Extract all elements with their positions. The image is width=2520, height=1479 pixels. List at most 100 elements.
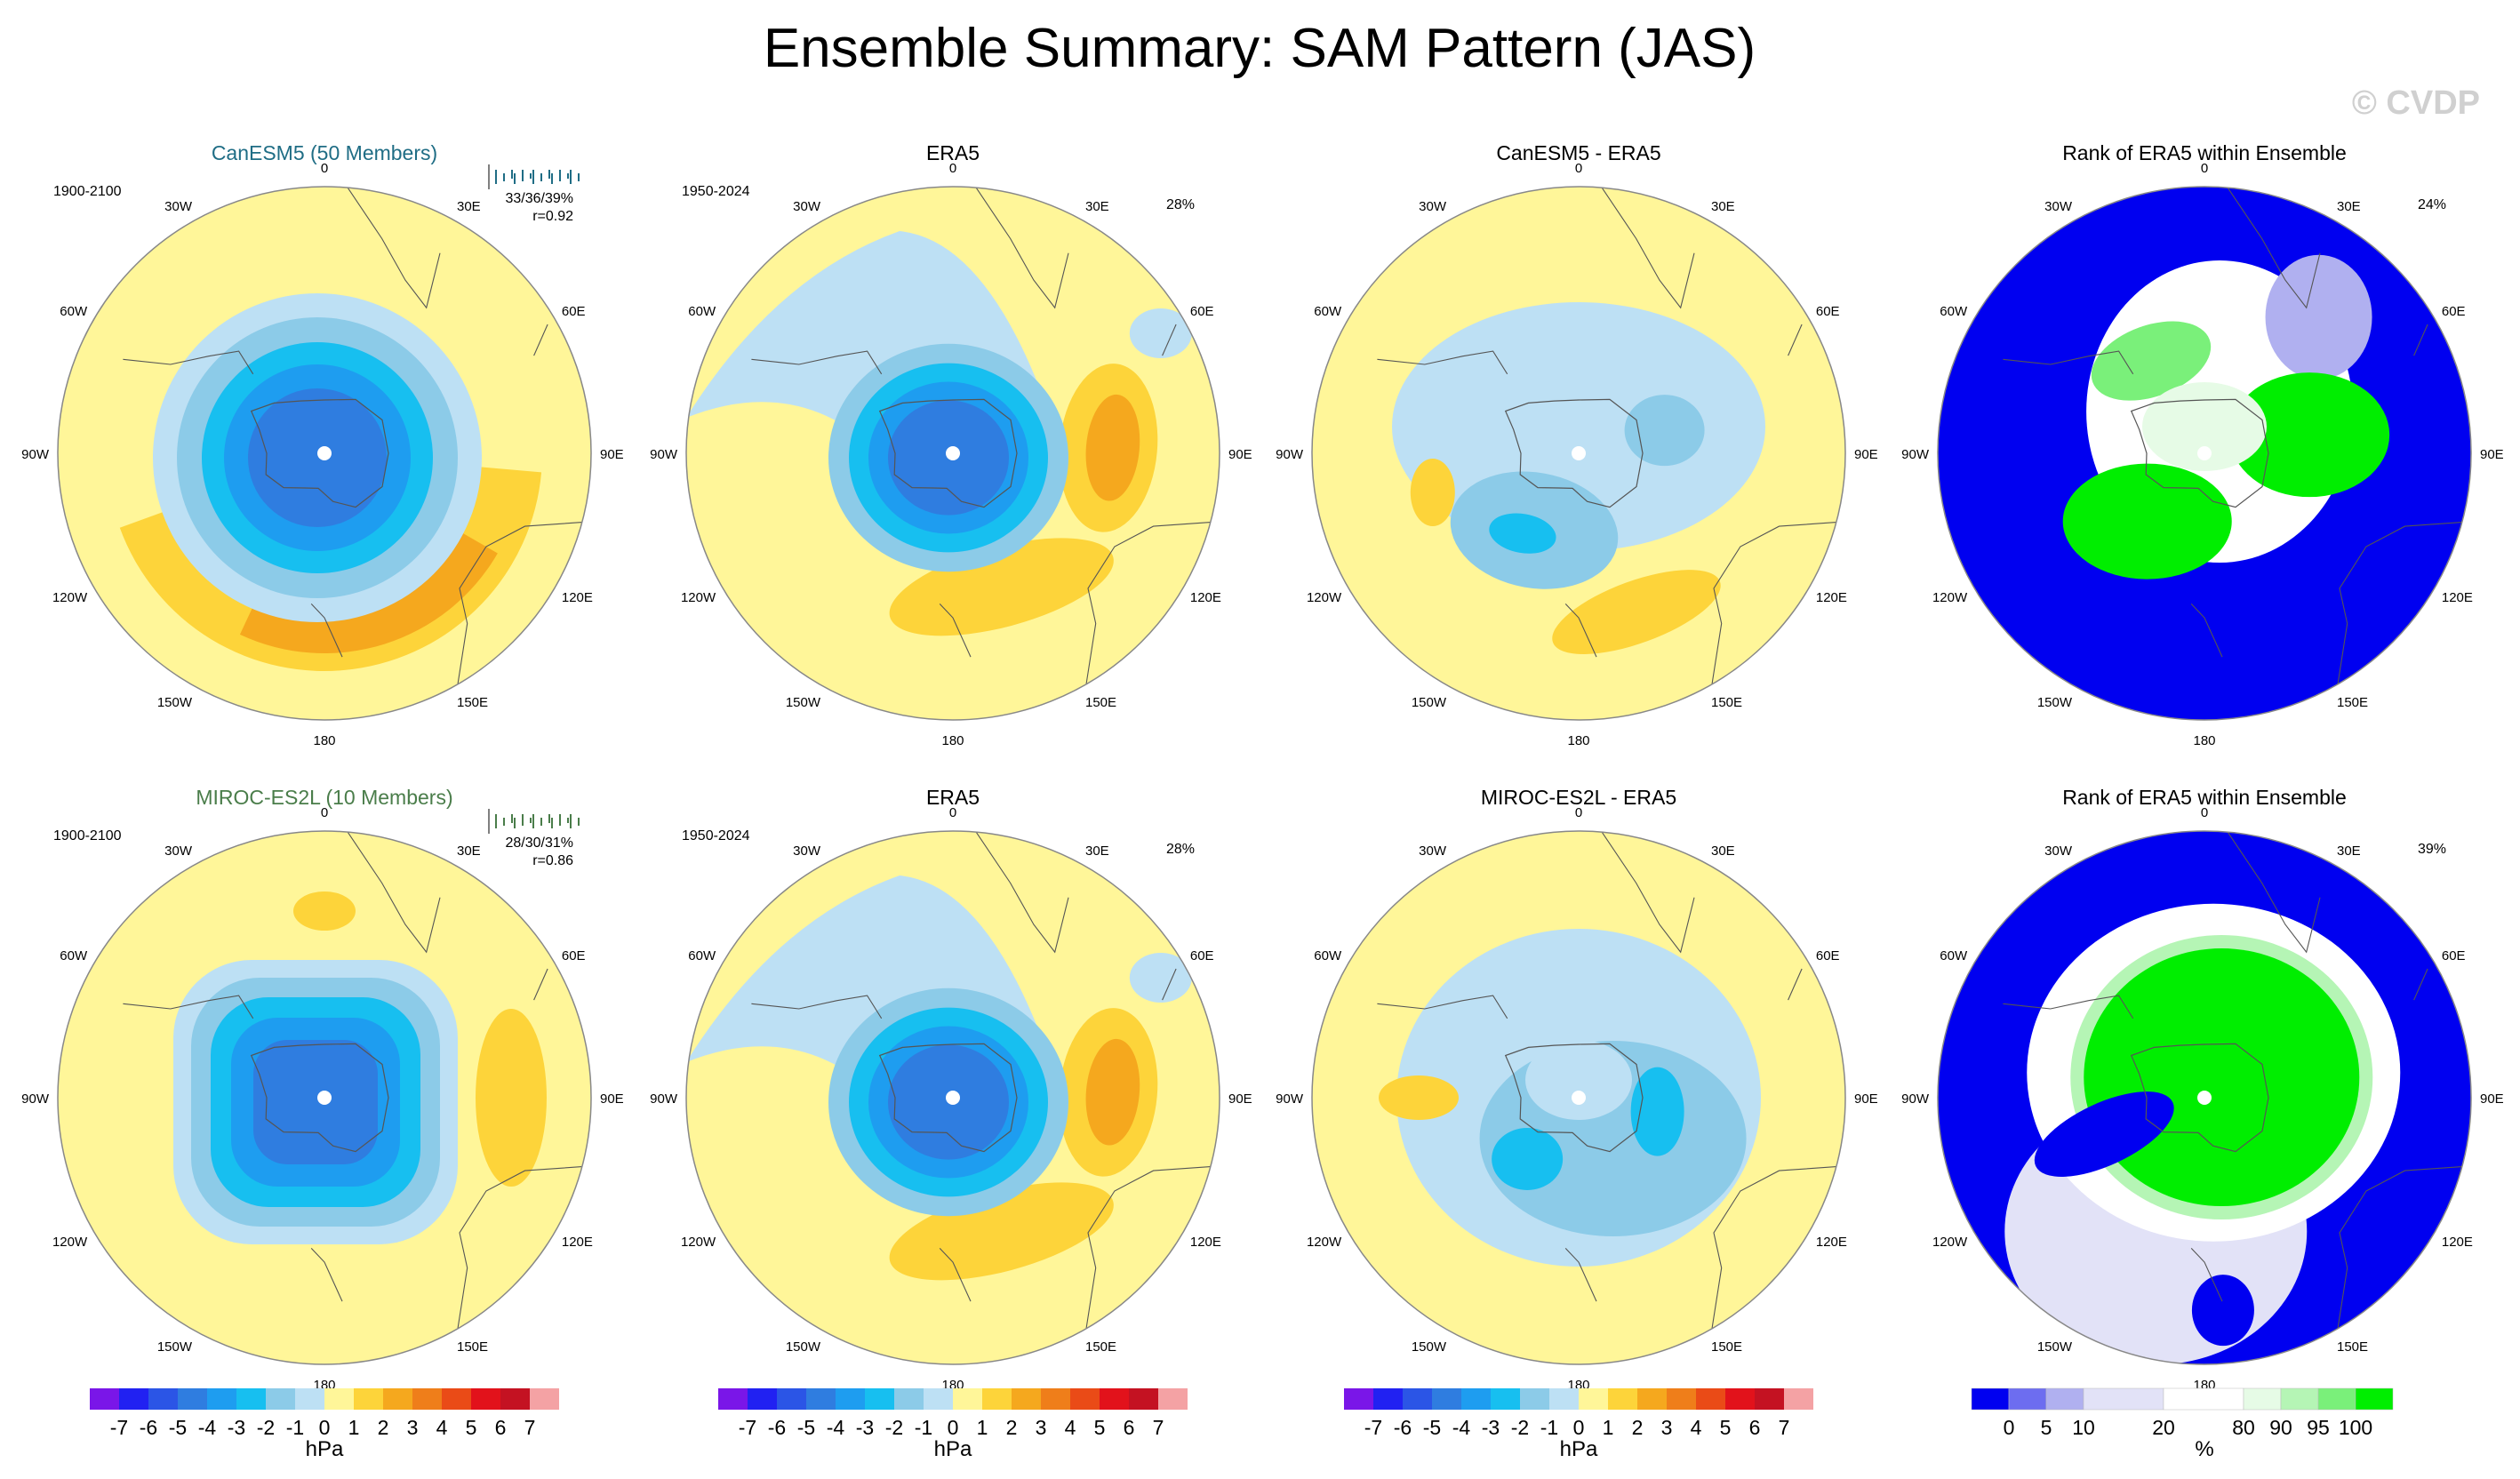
panel-percent: 28%: [1166, 197, 1195, 212]
lon-label-30W: 30W: [164, 843, 193, 859]
diff-positive-west: [1379, 1075, 1459, 1120]
lon-label-90E: 90E: [2480, 447, 2504, 462]
lon-label-150W: 150W: [786, 1339, 821, 1355]
colorbar-1: -7 -6 -5 -4 -3 -2 -1 0 1 2 3 4 5 6 7 hPa: [718, 1388, 1188, 1461]
coastline-4: [2413, 968, 2428, 1001]
colorbar-swatch: [806, 1388, 836, 1410]
lon-label-90W: 90W: [650, 447, 678, 462]
lon-label-90W: 90W: [1901, 1091, 1930, 1107]
lon-label-30E: 30E: [1085, 199, 1109, 214]
lon-label-60W: 60W: [60, 948, 88, 963]
south-pole-marker: [2197, 1091, 2212, 1105]
panel-stats: 33/36/39%: [505, 191, 573, 206]
lon-label-0: 0: [1575, 805, 1582, 820]
lon-label-30E: 30E: [2337, 199, 2361, 214]
colorbar-swatch: [1129, 1388, 1158, 1410]
lon-label-90E: 90E: [2480, 1091, 2504, 1107]
colorbar-tick-label: -3: [856, 1416, 874, 1439]
south-pole-marker: [1572, 446, 1586, 460]
colorbar-swatch: [953, 1388, 982, 1410]
lon-label-120W: 120W: [1932, 590, 1968, 605]
lon-label-180: 180: [941, 733, 964, 748]
rank-green-main: [2084, 948, 2360, 1207]
lon-label-30E: 30E: [457, 843, 481, 859]
panel-percent: 39%: [2418, 842, 2446, 857]
colorbar-swatch: [442, 1388, 471, 1410]
colorbar-tick-label: -5: [797, 1416, 815, 1439]
colorbar-swatch: [207, 1388, 236, 1410]
lon-label-60W: 60W: [1940, 948, 1968, 963]
positive-north: [293, 891, 356, 931]
lon-label-150W: 150W: [1412, 1339, 1447, 1355]
colorbar-swatch: [383, 1388, 412, 1410]
antarctica-coastline: [1504, 1043, 1644, 1153]
lon-label-150E: 150E: [1711, 1339, 1742, 1355]
low-north: [1129, 308, 1192, 358]
colorbar-swatch: [2317, 1387, 2356, 1411]
lon-label-30W: 30W: [2044, 843, 2073, 859]
positive-band: [119, 465, 542, 671]
panel-percent: 24%: [2418, 197, 2446, 212]
colorbar-tick-label: 7: [1779, 1416, 1790, 1439]
low-north: [1129, 953, 1192, 1003]
coastline-3: [1564, 604, 1597, 658]
south-pole-marker: [2197, 446, 2212, 460]
coastline-4: [1162, 324, 1177, 356]
lon-label-150W: 150W: [1412, 695, 1447, 710]
panel-period: 1950-2024: [682, 184, 750, 199]
lon-label-150E: 150E: [1711, 695, 1742, 710]
lon-label-30W: 30W: [2044, 199, 2073, 214]
lon-label-30E: 30E: [1711, 843, 1735, 859]
map-panel-6: MIROC-ES2L - ERA5030E60E90E120E150E18015…: [1276, 786, 1878, 1393]
colorbar-swatch: [865, 1388, 894, 1410]
colorbar-swatch: [471, 1388, 500, 1410]
antarctica-coastline: [2130, 1043, 2269, 1153]
colorbar-swatch: [1100, 1388, 1129, 1410]
lon-label-60W: 60W: [1314, 304, 1342, 319]
colorbar-tick-label: 95: [2307, 1416, 2330, 1439]
colorbar-swatch: [266, 1388, 295, 1410]
colorbar-tick-label: 3: [1036, 1416, 1047, 1439]
lon-label-90E: 90E: [1228, 1091, 1252, 1107]
lon-label-150E: 150E: [2337, 1339, 2368, 1355]
lon-label-90W: 90W: [650, 1091, 678, 1107]
colorbar-swatch: [1461, 1388, 1491, 1410]
lon-label-30E: 30E: [1711, 199, 1735, 214]
rank-light-center: [2142, 382, 2267, 471]
figure-title: Ensemble Summary: SAM Pattern (JAS): [764, 18, 1756, 79]
colorbar-swatch: [982, 1388, 1012, 1410]
colorbar-tick-label: 5: [1720, 1416, 1732, 1439]
coastline-0: [1377, 995, 1508, 1019]
positive-east: [476, 1009, 547, 1187]
diff-positive-west: [1410, 458, 1455, 526]
colorbar-tick-label: 1: [977, 1416, 988, 1439]
lon-label-90W: 90W: [1276, 447, 1304, 462]
lon-label-90E: 90E: [600, 1091, 624, 1107]
lon-label-30E: 30E: [1085, 843, 1109, 859]
map-border: [685, 186, 1220, 721]
colorbar-tick-label: -2: [1511, 1416, 1529, 1439]
map-border: [57, 830, 592, 1365]
lon-label-60W: 60W: [1940, 304, 1968, 319]
colorbar-swatch: [2008, 1387, 2047, 1411]
lon-label-120E: 120E: [1816, 590, 1847, 605]
rank-blue-south: [2191, 1275, 2254, 1347]
map-border: [1311, 186, 1846, 721]
lon-label-180: 180: [1567, 733, 1589, 748]
lon-label-120W: 120W: [681, 590, 716, 605]
colorbar-tick-label: 4: [1691, 1416, 1702, 1439]
colorbar-tick-label: 7: [524, 1416, 536, 1439]
coastline-2: [2337, 1166, 2462, 1329]
lon-label-30W: 30W: [793, 843, 821, 859]
colorbar-tick-label: 5: [2041, 1416, 2052, 1439]
coastline-0: [751, 350, 883, 375]
colorbar-swatch: [1158, 1388, 1188, 1410]
colorbar-tick-label: -1: [1540, 1416, 1558, 1439]
positive-south: [889, 1182, 1114, 1281]
colorbar-swatch: [412, 1388, 442, 1410]
coastline-0: [123, 350, 254, 375]
colorbar-swatch: [1549, 1388, 1579, 1410]
south-pole-marker: [317, 1091, 332, 1105]
colorbar-tick-label: 6: [1124, 1416, 1135, 1439]
